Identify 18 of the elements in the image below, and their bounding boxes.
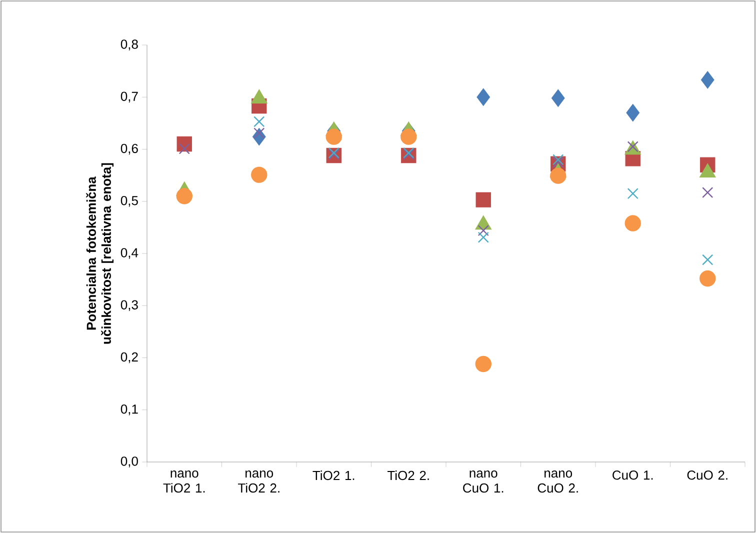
x-tick-label: nano CuO 1.: [463, 470, 504, 493]
x-tick-label: nano CuO 2.: [538, 470, 578, 493]
y-tick-label: 0,2: [120, 352, 138, 364]
x-tick-label: TiO2 1.: [312, 470, 354, 480]
x-tick-label: nano TiO2 2.: [238, 470, 280, 493]
x-tick-label: CuO 1.: [612, 470, 653, 480]
y-tick-label: 0,4: [120, 248, 138, 259]
x-tick-label: nano TiO2 1.: [163, 470, 205, 493]
y-tick-label: 0,5: [120, 196, 138, 207]
y-tick-label: 0,0: [120, 456, 138, 468]
y-tick-label: 0,6: [120, 144, 138, 155]
y-tick-label: 0,1: [120, 404, 138, 416]
y-tick-label: 0,7: [120, 92, 138, 102]
y-tick-label: 0,3: [120, 300, 138, 311]
y-tick-label: 0,8: [120, 40, 138, 50]
x-tick-label: CuO 2.: [687, 470, 728, 480]
x-tick-label: TiO2 2.: [387, 470, 429, 480]
y-axis-title: Potencialna fotokemična učinkovitost [relativna enota]: [86, 163, 114, 344]
